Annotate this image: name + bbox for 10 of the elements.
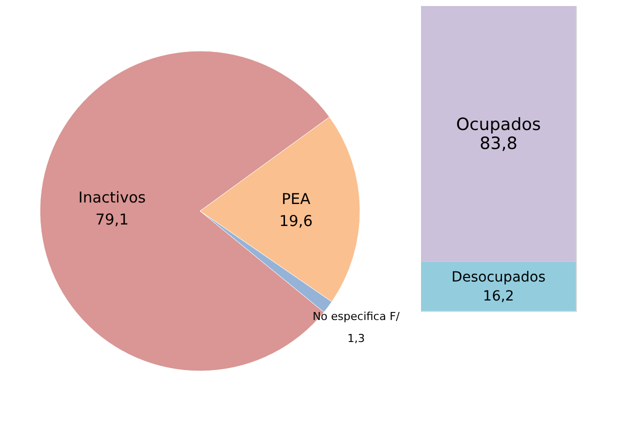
- data-label: 16,2: [482, 288, 514, 304]
- series-label: Ocupados: [456, 114, 542, 135]
- data-label: 1,3: [347, 332, 365, 346]
- slice-label: No especifica F/: [312, 310, 400, 324]
- data-label: 83,8: [480, 134, 518, 154]
- slice-label: PEA: [282, 190, 312, 208]
- data-label: 79,1: [95, 210, 129, 229]
- data-label: 19,6: [279, 212, 313, 230]
- series-label: Desocupados: [451, 269, 546, 286]
- slice-label: Inactivos: [78, 188, 146, 207]
